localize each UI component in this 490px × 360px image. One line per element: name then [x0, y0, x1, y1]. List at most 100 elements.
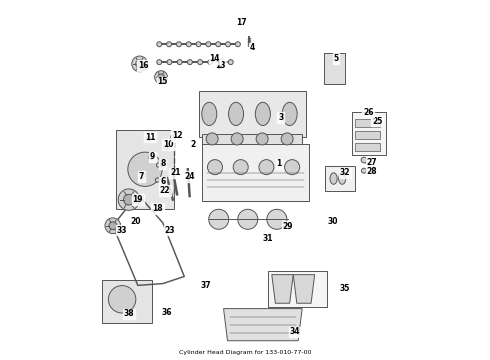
Text: 5: 5 — [334, 54, 339, 63]
Text: 34: 34 — [290, 327, 300, 336]
Circle shape — [149, 156, 153, 159]
Circle shape — [164, 145, 168, 149]
Text: 2: 2 — [191, 140, 196, 149]
Text: 28: 28 — [367, 167, 377, 176]
Circle shape — [267, 209, 287, 229]
Text: 31: 31 — [263, 234, 273, 243]
Circle shape — [157, 60, 162, 64]
Circle shape — [156, 163, 161, 167]
Circle shape — [225, 42, 230, 47]
Text: 3: 3 — [278, 113, 283, 122]
Text: 21: 21 — [170, 168, 181, 177]
Bar — [102, 280, 152, 323]
Text: 33: 33 — [117, 225, 127, 234]
Circle shape — [218, 60, 223, 64]
Text: 10: 10 — [163, 140, 173, 149]
Circle shape — [171, 135, 175, 139]
Circle shape — [256, 133, 268, 145]
Ellipse shape — [228, 102, 244, 126]
Text: 26: 26 — [363, 108, 373, 117]
Circle shape — [213, 57, 217, 62]
Polygon shape — [223, 309, 302, 341]
Text: 23: 23 — [165, 225, 175, 234]
Text: 9: 9 — [149, 152, 155, 161]
Text: 7: 7 — [139, 172, 144, 181]
Circle shape — [187, 60, 193, 64]
Bar — [355, 119, 380, 127]
Text: 37: 37 — [200, 281, 211, 290]
Circle shape — [235, 42, 241, 47]
Text: 32: 32 — [340, 168, 350, 177]
Bar — [323, 53, 345, 84]
Circle shape — [361, 157, 367, 163]
Ellipse shape — [255, 102, 270, 126]
Text: 4: 4 — [249, 43, 255, 52]
Text: 35: 35 — [340, 284, 350, 293]
Circle shape — [216, 42, 220, 47]
Ellipse shape — [339, 173, 346, 184]
Text: 29: 29 — [283, 222, 293, 231]
Circle shape — [118, 189, 140, 210]
Circle shape — [136, 60, 144, 68]
Circle shape — [281, 133, 293, 145]
Circle shape — [158, 74, 164, 80]
Ellipse shape — [330, 173, 337, 184]
Circle shape — [207, 159, 222, 175]
Text: 19: 19 — [133, 195, 143, 204]
Text: 16: 16 — [138, 61, 148, 70]
Circle shape — [108, 285, 136, 313]
Circle shape — [109, 222, 117, 230]
Circle shape — [233, 159, 248, 175]
Text: 36: 36 — [161, 308, 172, 317]
Text: 20: 20 — [131, 217, 141, 226]
Circle shape — [285, 159, 300, 175]
Text: 27: 27 — [367, 158, 377, 167]
Polygon shape — [272, 275, 293, 303]
Text: 15: 15 — [158, 77, 168, 86]
Bar — [355, 143, 380, 151]
Circle shape — [217, 64, 221, 68]
Bar — [355, 131, 380, 139]
Circle shape — [167, 42, 172, 47]
Bar — [198, 91, 306, 137]
Circle shape — [186, 42, 191, 47]
Text: 12: 12 — [172, 131, 182, 140]
Circle shape — [231, 133, 243, 145]
Text: 13: 13 — [215, 61, 225, 70]
Bar — [117, 130, 173, 208]
Bar — [202, 134, 302, 144]
Circle shape — [209, 209, 229, 229]
Text: 8: 8 — [160, 159, 166, 168]
Circle shape — [105, 218, 121, 234]
Bar — [202, 144, 309, 202]
Circle shape — [157, 42, 162, 47]
Circle shape — [197, 60, 202, 64]
Circle shape — [176, 42, 181, 47]
Circle shape — [228, 60, 233, 64]
Text: 24: 24 — [184, 172, 195, 181]
Circle shape — [147, 136, 151, 141]
Text: 6: 6 — [160, 177, 166, 186]
Text: 18: 18 — [152, 204, 163, 213]
Circle shape — [259, 159, 274, 175]
Text: 14: 14 — [209, 54, 220, 63]
Circle shape — [208, 60, 213, 64]
Text: 22: 22 — [159, 186, 170, 195]
Text: 38: 38 — [123, 310, 134, 319]
Bar — [325, 166, 355, 192]
Polygon shape — [293, 275, 315, 303]
Circle shape — [196, 42, 201, 47]
Text: 1: 1 — [276, 159, 282, 168]
Text: 30: 30 — [327, 217, 338, 226]
Text: 25: 25 — [372, 117, 382, 126]
Circle shape — [167, 60, 172, 64]
Text: 11: 11 — [145, 132, 156, 141]
Bar — [268, 271, 327, 307]
Text: 17: 17 — [236, 18, 247, 27]
Circle shape — [238, 209, 258, 229]
Ellipse shape — [282, 102, 297, 126]
Circle shape — [177, 60, 182, 64]
Text: Cylinder Head Diagram for 133-010-77-00: Cylinder Head Diagram for 133-010-77-00 — [179, 350, 311, 355]
Circle shape — [155, 178, 160, 182]
Bar — [352, 112, 386, 155]
